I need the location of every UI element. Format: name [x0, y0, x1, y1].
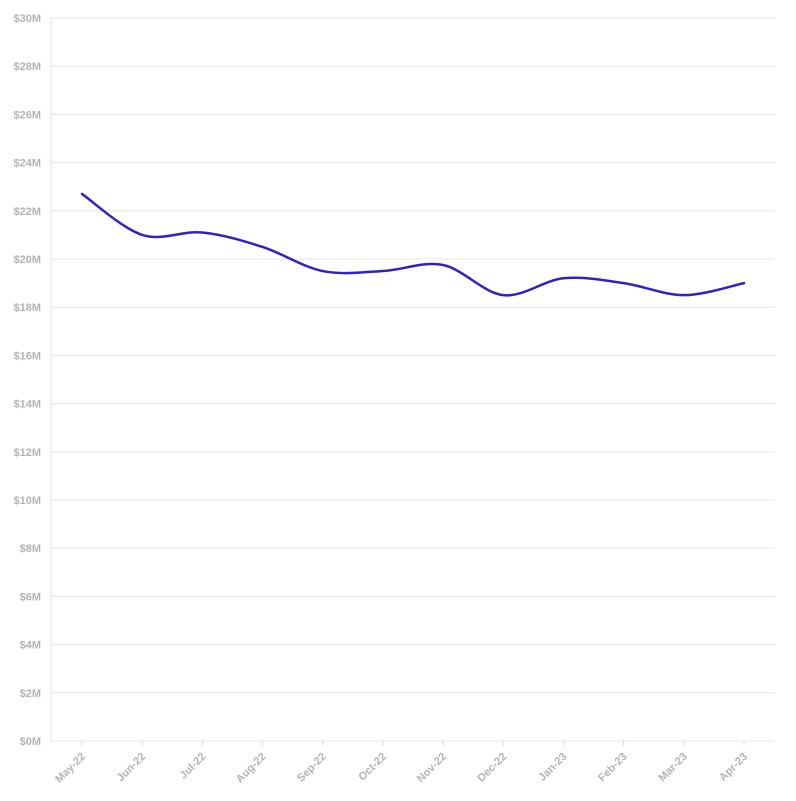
- y-tick-label: $6M: [20, 591, 41, 603]
- y-tick-label: $20M: [13, 254, 41, 266]
- x-tick-label: Jun-22: [115, 751, 149, 785]
- x-axis-tick-labels: May-22 Jun-22 Jul-22 Aug-22 Sep-22 Oct-22 Nov-…: [53, 751, 750, 786]
- x-tick-label: Feb-23: [596, 751, 630, 785]
- data-point: [742, 281, 746, 285]
- x-tick-label: Aug-22: [234, 751, 269, 786]
- x-tick-label: Jan-23: [536, 751, 569, 784]
- gridlines: [51, 17, 775, 742]
- data-point: [80, 192, 84, 196]
- x-tick-label: Apr-23: [717, 751, 750, 784]
- y-tick-label: $16M: [13, 350, 41, 362]
- y-tick-label: $4M: [20, 640, 41, 652]
- y-tick-label: $0M: [20, 736, 41, 748]
- data-point: [561, 276, 565, 280]
- y-tick-label: $24M: [13, 158, 41, 170]
- x-tick-label: Dec-22: [475, 751, 509, 785]
- x-tick-label: Jul-22: [178, 751, 209, 782]
- data-point: [441, 263, 445, 267]
- y-tick-label: $2M: [20, 688, 41, 700]
- data-point: [200, 230, 204, 234]
- y-tick-label: $10M: [13, 495, 41, 507]
- data-point: [622, 281, 626, 285]
- axes: [50, 18, 745, 746]
- series-group: [80, 192, 746, 297]
- y-axis-tick-labels: $0M $2M $4M $6M $8M $10M $12M $14M $16M $18M $20M $…: [13, 13, 41, 748]
- y-tick-label: $8M: [20, 543, 41, 555]
- x-tick-label: Mar-23: [656, 751, 690, 785]
- x-tick-label: Sep-22: [295, 751, 329, 785]
- series-line-0: [80, 192, 746, 297]
- y-tick-label: $12M: [13, 447, 41, 459]
- y-tick-label: $22M: [13, 206, 41, 218]
- data-point: [321, 269, 325, 273]
- data-point: [261, 245, 265, 249]
- x-tick-label: May-22: [53, 751, 88, 786]
- data-point: [381, 269, 385, 273]
- y-tick-label: $26M: [13, 109, 41, 121]
- y-tick-label: $30M: [13, 13, 41, 25]
- data-point: [682, 293, 686, 297]
- y-tick-label: $28M: [13, 61, 41, 73]
- x-tick-label: Oct-22: [356, 751, 389, 784]
- x-tick-label: Nov-22: [415, 751, 449, 785]
- data-point: [501, 293, 505, 297]
- data-point: [140, 233, 144, 237]
- y-tick-label: $18M: [13, 302, 41, 314]
- y-tick-label: $14M: [13, 399, 41, 411]
